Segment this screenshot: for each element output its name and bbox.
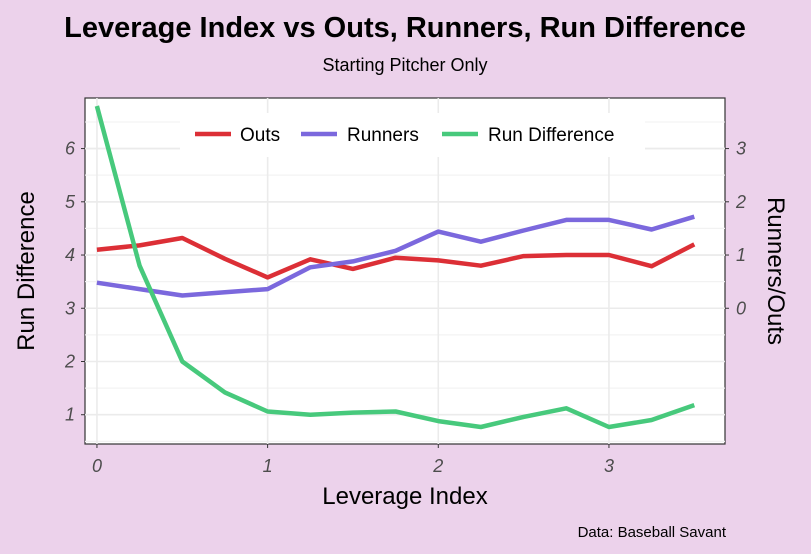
y2-axis-title: Runners/Outs xyxy=(762,197,789,345)
y-tick-label: 4 xyxy=(65,245,75,265)
y-tick-label: 1 xyxy=(65,405,75,425)
legend-label-runners: Runners xyxy=(347,125,419,146)
x-tick-label: 3 xyxy=(604,456,614,476)
legend: Outs Runners Run Difference xyxy=(180,113,645,157)
x-tick-label: 2 xyxy=(432,456,443,476)
y2-tick-label: 1 xyxy=(736,245,746,265)
y2-tick-label: 3 xyxy=(736,139,746,159)
axis-ticks: 0 1 2 3 1 2 3 4 5 6 0 1 2 3 xyxy=(64,139,746,476)
chart-caption: Data: Baseball Savant xyxy=(578,524,727,541)
y-axis-title: Run Difference xyxy=(13,191,40,351)
series-line-outs xyxy=(96,235,696,280)
y-tick-label: 6 xyxy=(65,139,76,159)
x-tick-label: 1 xyxy=(263,456,273,476)
y-tick-label: 2 xyxy=(64,351,75,371)
y-tick-label: 3 xyxy=(65,298,75,318)
series-line-runners xyxy=(96,214,695,298)
legend-label-run-difference: Run Difference xyxy=(488,125,614,146)
x-tick-label: 0 xyxy=(92,456,102,476)
x-axis-title: Leverage Index xyxy=(322,483,487,510)
legend-label-outs: Outs xyxy=(240,125,280,146)
series-line-run-difference xyxy=(94,105,696,430)
y-tick-label: 5 xyxy=(65,192,76,212)
series-lines xyxy=(94,105,696,430)
y2-tick-label: 0 xyxy=(736,298,746,318)
chart-title: Leverage Index vs Outs, Runners, Run Dif… xyxy=(64,12,746,44)
y2-tick-label: 2 xyxy=(735,192,746,212)
legend-background xyxy=(180,113,645,157)
chart-subtitle: Starting Pitcher Only xyxy=(322,55,487,75)
